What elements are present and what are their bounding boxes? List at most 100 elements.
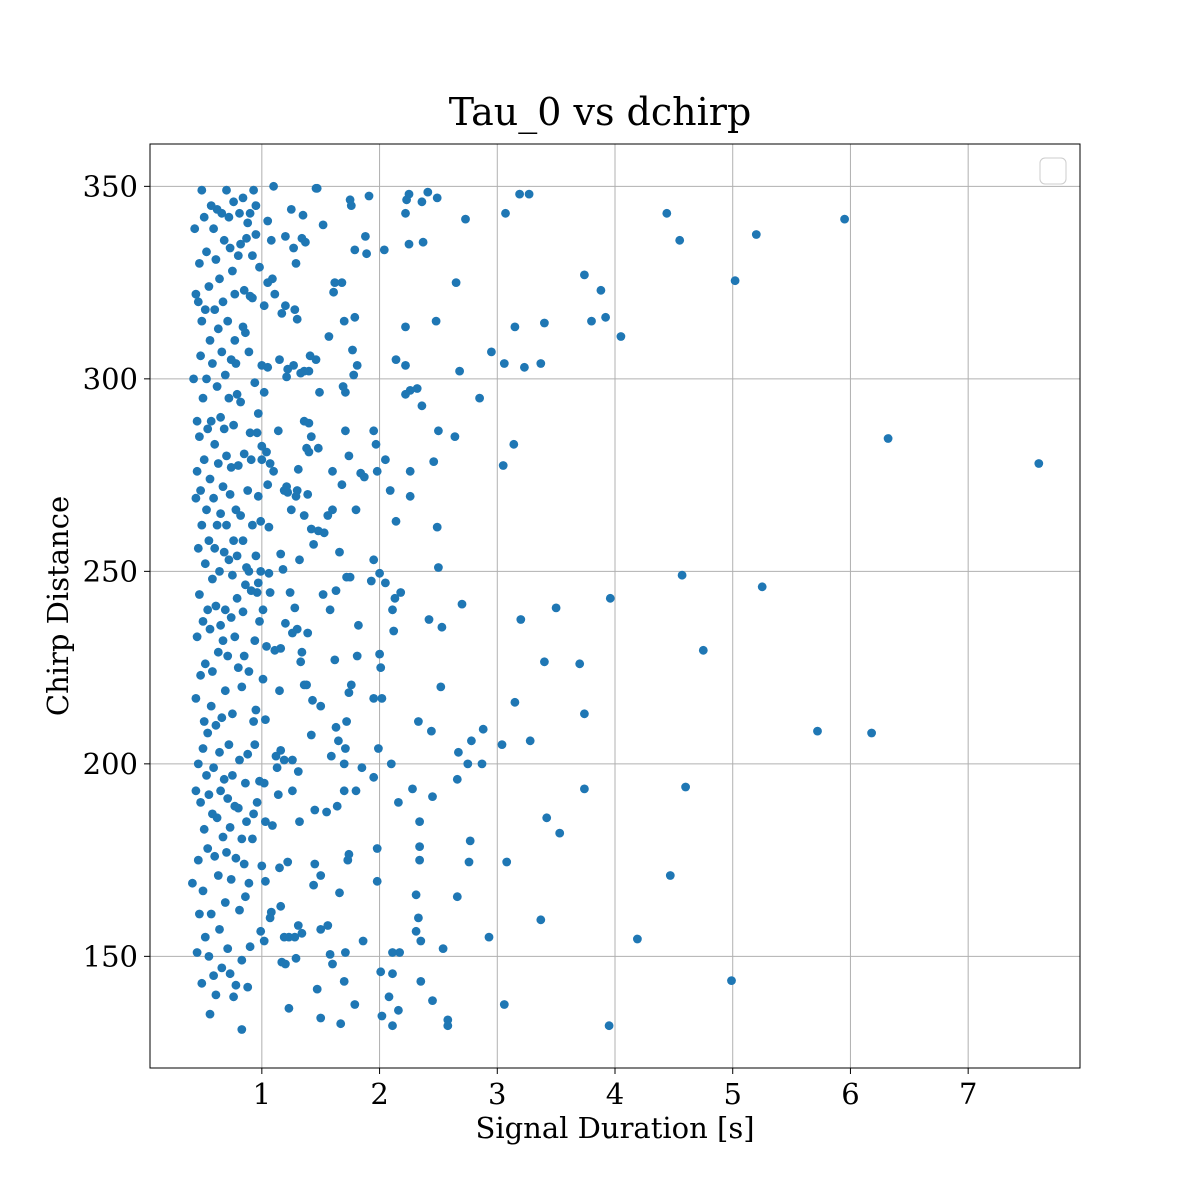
data-point xyxy=(358,936,368,946)
data-point xyxy=(551,603,561,613)
data-point xyxy=(230,336,240,345)
data-point xyxy=(263,278,273,287)
data-point xyxy=(475,393,484,403)
data-point xyxy=(210,851,220,861)
data-point xyxy=(242,233,251,243)
data-point xyxy=(222,185,231,195)
data-point xyxy=(555,828,565,838)
data-point xyxy=(418,237,428,247)
data-point xyxy=(212,520,222,530)
data-point xyxy=(390,593,400,603)
data-point xyxy=(385,486,395,495)
data-point xyxy=(228,266,237,276)
data-point xyxy=(229,536,239,545)
data-point xyxy=(386,759,396,769)
data-point xyxy=(412,384,422,393)
data-point xyxy=(243,218,253,228)
data-point xyxy=(219,235,229,245)
data-point xyxy=(220,686,230,696)
data-point xyxy=(369,555,379,565)
data-point xyxy=(191,786,201,796)
data-point xyxy=(203,844,213,853)
data-point xyxy=(205,624,215,634)
data-point xyxy=(259,936,269,946)
data-point xyxy=(193,297,203,307)
data-point xyxy=(279,755,289,765)
data-point xyxy=(197,520,207,530)
data-point xyxy=(208,809,217,819)
data-point xyxy=(208,359,217,368)
data-point xyxy=(192,466,202,476)
data-point xyxy=(415,817,424,826)
data-point xyxy=(318,590,328,599)
data-point xyxy=(675,235,685,245)
data-point xyxy=(295,555,304,565)
data-point xyxy=(229,420,239,430)
data-point xyxy=(235,755,244,765)
data-point xyxy=(198,886,208,896)
data-point xyxy=(416,977,426,986)
data-point xyxy=(438,944,448,953)
data-point xyxy=(288,755,297,765)
data-point xyxy=(269,181,278,191)
data-point xyxy=(242,563,251,572)
data-point xyxy=(604,1021,614,1031)
data-point xyxy=(341,744,350,753)
data-point xyxy=(216,620,226,630)
data-point xyxy=(213,459,223,468)
x-tick-label: 5 xyxy=(723,1077,741,1111)
data-point xyxy=(244,667,254,676)
data-point xyxy=(377,1011,387,1021)
data-point xyxy=(388,1021,397,1031)
data-point xyxy=(243,486,253,495)
data-point xyxy=(293,767,303,776)
data-point xyxy=(210,305,220,314)
data-point xyxy=(225,490,235,499)
data-point xyxy=(232,593,242,603)
data-point xyxy=(200,932,210,942)
data-point xyxy=(197,978,207,988)
data-point xyxy=(434,426,443,436)
data-point xyxy=(277,309,287,318)
data-point xyxy=(216,509,226,518)
data-point xyxy=(404,239,414,249)
chart-title: Tau_0 vs dchirp xyxy=(449,90,752,135)
data-point xyxy=(286,205,296,214)
data-point xyxy=(580,270,589,280)
data-point xyxy=(206,701,216,711)
data-point xyxy=(461,214,470,224)
data-point xyxy=(196,798,206,807)
data-point xyxy=(291,491,301,501)
data-point xyxy=(243,982,253,992)
data-point xyxy=(211,990,221,1000)
data-point xyxy=(228,570,237,580)
data-point xyxy=(237,1025,247,1034)
data-point xyxy=(520,362,529,372)
data-point xyxy=(191,493,201,503)
data-point xyxy=(364,191,374,201)
data-point xyxy=(284,1003,294,1013)
data-point xyxy=(357,763,367,773)
data-point xyxy=(510,697,520,707)
data-point xyxy=(299,416,309,426)
data-point xyxy=(401,389,410,399)
data-point xyxy=(457,599,467,609)
data-point xyxy=(388,605,397,615)
data-point xyxy=(396,588,406,597)
data-point xyxy=(263,216,273,226)
data-point xyxy=(322,807,331,817)
data-point xyxy=(883,434,893,443)
data-point xyxy=(372,876,382,886)
data-point xyxy=(217,963,227,973)
data-point xyxy=(198,617,208,626)
data-point xyxy=(286,505,296,515)
data-point xyxy=(524,189,534,199)
data-point xyxy=(232,551,242,561)
data-point xyxy=(253,409,263,418)
data-point xyxy=(230,289,240,299)
y-axis-ticks: 150 200 250 300 350 xyxy=(83,169,150,973)
data-point xyxy=(299,680,309,690)
data-point xyxy=(238,607,248,617)
data-point xyxy=(344,688,354,697)
